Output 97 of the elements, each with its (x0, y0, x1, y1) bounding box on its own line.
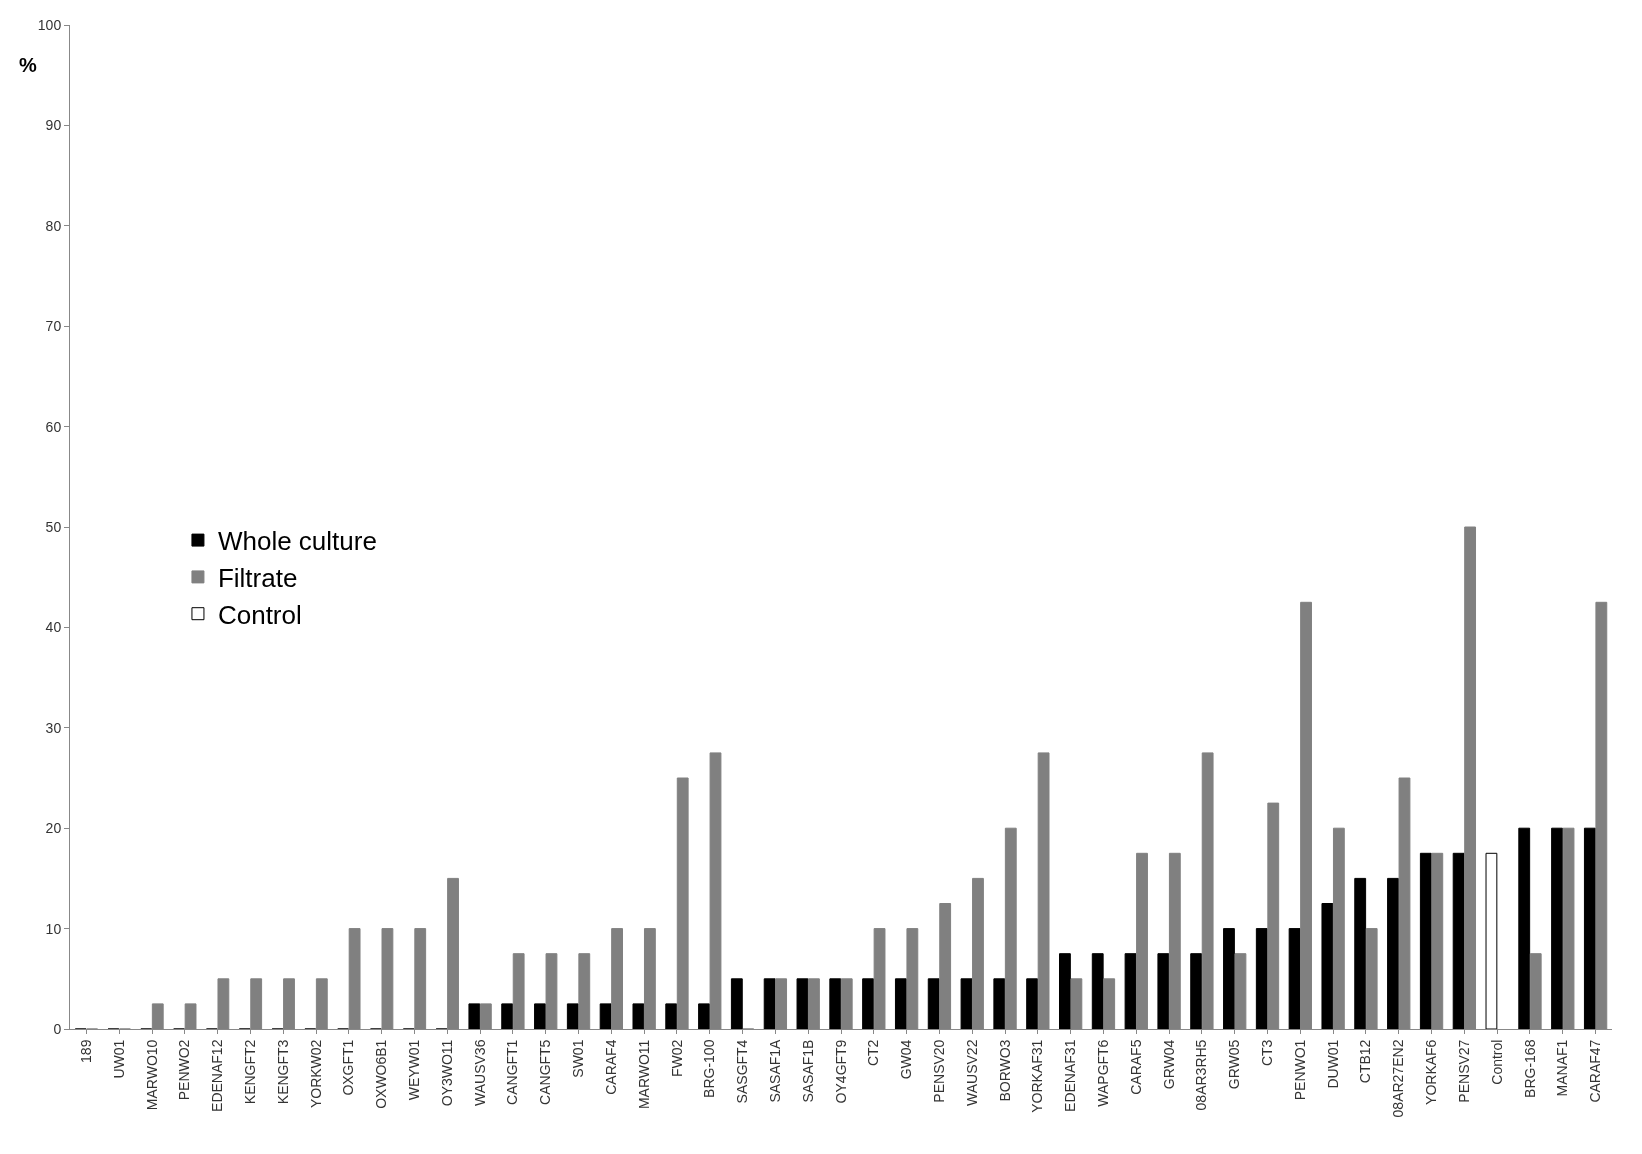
bar (730, 978, 743, 1029)
legend-label: Whole culture (217, 526, 377, 557)
legend-label: Filtrate (217, 563, 298, 594)
y-tick-label: 80 (45, 217, 62, 234)
x-tick-label: SASAF1A (766, 1038, 783, 1103)
x-tick-label: UW01 (110, 1039, 127, 1079)
bar (1190, 953, 1203, 1029)
bar (960, 978, 973, 1029)
x-tick-label: CARAF5 (1127, 1039, 1144, 1095)
bar (1583, 827, 1596, 1029)
x-tick-label: Control (1488, 1039, 1505, 1085)
x-tick-label: EDENAF12 (209, 1039, 226, 1112)
bar (1354, 877, 1367, 1029)
x-tick-label: MARWO10 (143, 1039, 160, 1111)
x-tick-label: PENWO1 (1291, 1039, 1308, 1101)
x-tick-label: WEYW01 (406, 1039, 423, 1101)
bar (1452, 852, 1465, 1029)
y-tick-label: 20 (45, 820, 62, 837)
x-tick-label: CT3 (1259, 1039, 1276, 1067)
x-tick-label: FW02 (668, 1039, 685, 1077)
bar (1157, 953, 1170, 1029)
x-tick-label: CANGFT5 (537, 1039, 554, 1105)
x-tick-label: PENSV20 (930, 1039, 947, 1103)
x-tick-label: SASGFT4 (734, 1039, 751, 1104)
x-tick-label: KENGFT2 (242, 1039, 258, 1105)
bar (1551, 827, 1563, 1029)
bar (632, 1003, 645, 1029)
x-tick-label: YORKW02 (307, 1039, 324, 1109)
x-tick-label: GRW05 (1226, 1039, 1243, 1090)
x-tick-label: 189 (77, 1039, 94, 1063)
x-tick-label: CTB12 (1357, 1039, 1374, 1084)
y-tick-label: 10 (45, 920, 62, 937)
bar (927, 978, 940, 1029)
x-tick-label: GRW04 (1160, 1039, 1177, 1090)
x-tick-label: MANAF1 (1554, 1039, 1571, 1097)
x-tick-label: OXWO6B1 (373, 1039, 390, 1109)
bar (1485, 852, 1498, 1029)
x-tick-label: 08AR27EN2 (1390, 1039, 1407, 1118)
bar (665, 1003, 678, 1029)
x-tick-label: MARWO11 (635, 1039, 652, 1110)
bar (599, 1003, 612, 1029)
bar (763, 978, 776, 1029)
x-tick-label: YORKAF6 (1423, 1039, 1440, 1105)
legend-label: Control (217, 599, 302, 630)
bar (501, 1003, 514, 1029)
bar (1288, 928, 1301, 1029)
y-tick-label: 60 (45, 418, 62, 435)
x-tick-label: GW04 (898, 1039, 915, 1080)
x-tick-label: BRG-168 (1521, 1039, 1538, 1098)
bar (1321, 903, 1334, 1029)
x-tick-label: OY4GFT9 (832, 1039, 849, 1104)
bar (993, 978, 1006, 1029)
bar (1387, 877, 1399, 1029)
bar (534, 1003, 546, 1029)
bar (468, 1003, 481, 1029)
y-axis-title: % (19, 54, 37, 76)
x-tick-label: OXGFT1 (340, 1039, 357, 1096)
x-tick-label: WAUSV36 (471, 1039, 488, 1106)
x-tick-label: DUW01 (1324, 1039, 1341, 1089)
bar (862, 978, 874, 1029)
x-tick-label: OY3WO11 (438, 1039, 455, 1107)
x-tick-label: WAPGFT6 (1095, 1039, 1112, 1107)
x-tick-label: PENWO2 (176, 1039, 193, 1101)
y-tick-label: 90 (45, 117, 62, 134)
y-tick-label: 70 (45, 318, 62, 335)
y-tick-label: 40 (45, 619, 62, 636)
bar (566, 1003, 579, 1029)
bar (829, 978, 842, 1029)
bar (894, 978, 907, 1029)
bar (1091, 953, 1104, 1029)
bar (1255, 928, 1268, 1029)
x-tick-label: WAUSV22 (963, 1039, 980, 1106)
x-tick-label: CT2 (865, 1039, 882, 1067)
bar (1124, 953, 1137, 1029)
bar (1419, 852, 1432, 1029)
bar (1059, 953, 1071, 1029)
y-tick-label: 0 (53, 1020, 62, 1037)
y-tick-label: 30 (45, 719, 62, 736)
x-tick-label: EDENAF31 (1062, 1039, 1079, 1112)
x-tick-label: CARAF47 (1587, 1039, 1604, 1103)
x-tick-label: YORKAF31 (1029, 1039, 1046, 1113)
bar (1026, 978, 1039, 1029)
bar (1223, 928, 1235, 1029)
x-tick-label: PENSV27 (1455, 1039, 1472, 1103)
x-tick-label: CARAF4 (602, 1039, 619, 1095)
bar (698, 1003, 710, 1029)
x-tick-label: KENGFT3 (274, 1039, 291, 1105)
x-tick-label: CANGFT1 (504, 1039, 521, 1105)
x-tick-label: SW01 (570, 1039, 587, 1078)
bar (796, 978, 809, 1029)
x-tick-label: SASAF1B (799, 1039, 816, 1103)
x-tick-label: BORWO3 (996, 1039, 1013, 1102)
y-tick-label: 50 (45, 518, 62, 535)
y-tick-label: 100 (37, 16, 62, 33)
bar (1518, 827, 1531, 1029)
x-tick-label: BRG-100 (701, 1039, 718, 1098)
x-tick-label: 08AR3RH5 (1193, 1039, 1210, 1111)
